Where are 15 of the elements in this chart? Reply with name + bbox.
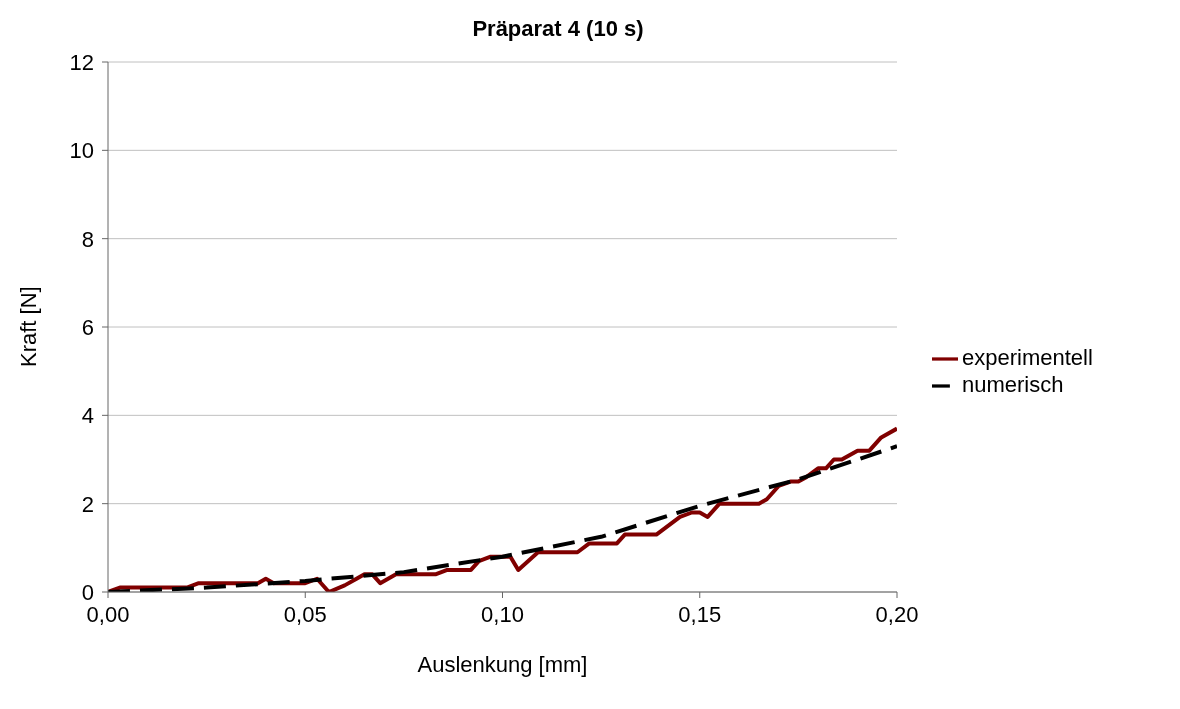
x-tick-label: 0,20 (875, 601, 919, 627)
legend-label: numerisch (962, 372, 1064, 397)
y-tick-label: 4 (81, 403, 94, 429)
legend-label: experimentell (962, 344, 1093, 370)
x-axis-title: Auslenkung [mm] (417, 652, 588, 677)
y-tick-label: 6 (81, 315, 94, 340)
y-tick-label: 2 (81, 491, 94, 517)
x-tick-label: 0,05 (283, 601, 327, 627)
chart-title: Präparat 4 (10 s) (471, 15, 645, 42)
x-tick-label: 0,15 (678, 601, 722, 627)
x-tick-label: 0,10 (481, 601, 524, 627)
y-axis-title: Kraft [N] (15, 286, 41, 367)
y-tick-label: 12 (69, 50, 94, 75)
y-tick-label: 8 (81, 226, 94, 252)
y-tick-label: 10 (69, 138, 94, 164)
